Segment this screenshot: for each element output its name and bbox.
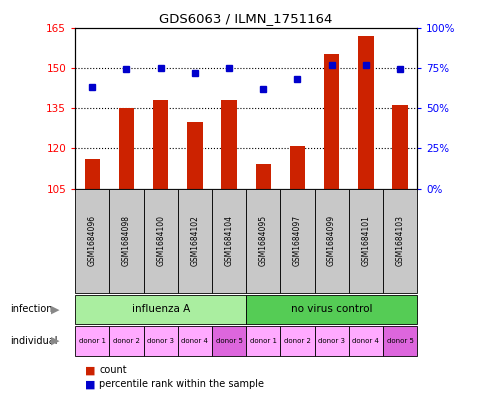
Text: donor 1: donor 1 (249, 338, 276, 344)
Bar (75, 189, 109, 293)
Title: GDS6063 / ILMN_1751164: GDS6063 / ILMN_1751164 (159, 12, 332, 25)
Bar (84, 159, 100, 189)
Text: donor 5: donor 5 (215, 338, 242, 344)
Bar (314, 189, 348, 293)
Text: donor 4: donor 4 (181, 338, 208, 344)
Text: donor 3: donor 3 (147, 338, 174, 344)
Bar (119, 108, 134, 189)
Bar (143, 189, 177, 293)
Text: percentile rank within the sample: percentile rank within the sample (99, 379, 264, 389)
Bar (245, 295, 416, 324)
Bar (143, 326, 177, 356)
Text: donor 5: donor 5 (386, 338, 412, 344)
Text: influenza A: influenza A (131, 305, 189, 314)
Bar (221, 100, 236, 189)
Bar (357, 35, 373, 189)
Text: GSM1684097: GSM1684097 (292, 215, 302, 266)
Text: GSM1684098: GSM1684098 (121, 215, 131, 266)
Bar (212, 189, 245, 293)
Bar (75, 295, 245, 324)
Text: ■: ■ (85, 365, 95, 375)
Text: GSM1684103: GSM1684103 (394, 215, 404, 266)
Bar (314, 326, 348, 356)
Bar (152, 100, 168, 189)
Bar (245, 189, 280, 293)
Text: GSM1684096: GSM1684096 (88, 215, 97, 266)
Bar (382, 189, 416, 293)
Bar (280, 189, 314, 293)
Bar (75, 326, 109, 356)
Bar (382, 326, 416, 356)
Bar (280, 326, 314, 356)
Text: ■: ■ (85, 379, 95, 389)
Bar (109, 326, 143, 356)
Bar (187, 121, 202, 189)
Text: donor 1: donor 1 (78, 338, 106, 344)
Text: individual: individual (10, 336, 57, 346)
Text: GSM1684102: GSM1684102 (190, 215, 199, 266)
Text: no virus control: no virus control (290, 305, 372, 314)
Bar (245, 326, 280, 356)
Text: GSM1684095: GSM1684095 (258, 215, 267, 266)
Bar (109, 189, 143, 293)
Bar (289, 146, 304, 189)
Text: infection: infection (10, 305, 52, 314)
Text: donor 2: donor 2 (284, 338, 310, 344)
Bar (212, 326, 245, 356)
Text: donor 4: donor 4 (352, 338, 378, 344)
Text: GSM1684100: GSM1684100 (156, 215, 165, 266)
Text: ▶: ▶ (51, 305, 60, 314)
Text: count: count (99, 365, 127, 375)
Text: GSM1684099: GSM1684099 (326, 215, 335, 266)
Bar (323, 54, 339, 189)
Text: donor 2: donor 2 (113, 338, 139, 344)
Text: GSM1684101: GSM1684101 (361, 215, 370, 266)
Text: GSM1684104: GSM1684104 (224, 215, 233, 266)
Bar (177, 189, 212, 293)
Bar (255, 164, 271, 189)
Text: donor 3: donor 3 (318, 338, 345, 344)
Bar (177, 326, 212, 356)
Bar (392, 105, 407, 189)
Bar (348, 326, 382, 356)
Bar (348, 189, 382, 293)
Text: ▶: ▶ (51, 336, 60, 346)
